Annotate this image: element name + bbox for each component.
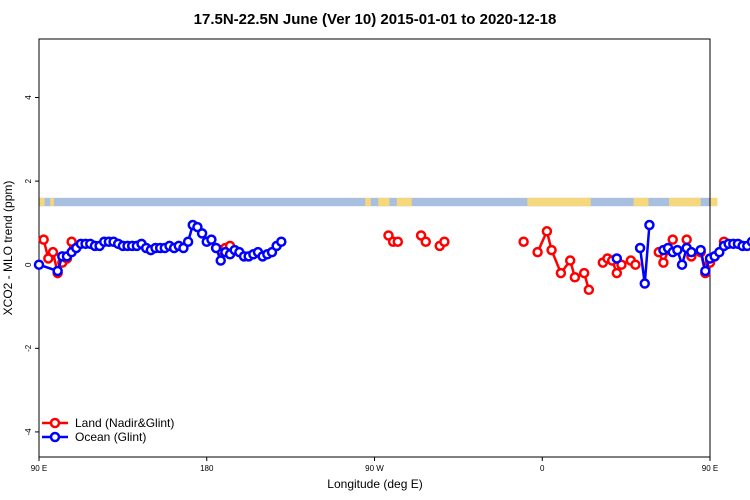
series <box>38 226 730 296</box>
data-point <box>546 244 557 256</box>
land-band-segment <box>396 197 412 207</box>
data-point <box>611 267 623 279</box>
x-tick-label: 0 <box>540 464 545 473</box>
data-point <box>541 226 553 237</box>
x-tick-label: 180 <box>200 464 214 473</box>
data-point <box>686 246 697 258</box>
data-point <box>700 265 711 277</box>
data-point <box>392 236 404 247</box>
y-tick-label: -2 <box>24 344 33 352</box>
land-band-segment <box>633 197 649 207</box>
data-point <box>38 234 49 245</box>
data-point <box>33 259 45 270</box>
data-point <box>555 267 567 279</box>
data-point <box>52 265 63 277</box>
series-line <box>536 227 591 291</box>
data-point <box>681 234 692 245</box>
land-band-segment <box>378 197 390 207</box>
legend-label: Land (Nadir&Glint) <box>75 416 174 430</box>
land-band-segment <box>39 197 45 207</box>
series-line <box>638 224 651 284</box>
x-tick-label: 90 W <box>365 464 384 473</box>
land-band-segment <box>365 197 371 207</box>
data-point <box>672 244 683 256</box>
data-point <box>206 234 217 245</box>
data-point <box>532 246 543 258</box>
data-point <box>182 236 194 247</box>
legend-marker <box>49 431 61 443</box>
data-point <box>439 236 450 247</box>
land-band-segment <box>527 197 591 207</box>
data-point <box>518 236 529 247</box>
data-point <box>630 259 641 270</box>
chart-title: 17.5N-22.5N June (Ver 10) 2015-01-01 to … <box>194 11 557 28</box>
land-band-segment <box>50 197 54 207</box>
x-axis-label: Longitude (deg E) <box>327 477 422 491</box>
series <box>33 219 750 289</box>
ocean-band <box>39 197 710 207</box>
data-point <box>215 255 226 266</box>
data-point <box>420 236 432 247</box>
y-tick-label: 0 <box>24 262 33 267</box>
legend-marker <box>49 417 61 429</box>
data-point <box>611 253 623 264</box>
data-point <box>210 242 222 254</box>
data-point <box>667 234 678 245</box>
legend: Land (Nadir&Glint)Ocean (Glint) <box>42 416 174 444</box>
data-point <box>196 228 208 239</box>
y-tick-label: 2 <box>24 178 33 183</box>
legend-label: Ocean (Glint) <box>75 430 146 444</box>
data-point <box>639 278 651 289</box>
data-point <box>695 244 706 256</box>
data-point <box>644 219 655 231</box>
series-lines <box>33 219 750 296</box>
data-point <box>569 272 581 283</box>
x-axis: 90 E 180 90 W 0 90 E <box>31 457 718 473</box>
data-point <box>634 242 646 254</box>
data-point <box>658 257 669 268</box>
x-tick-label: 90 E <box>702 464 718 473</box>
y-axis-label: XCO2 - MLO trend (ppm) <box>1 181 15 316</box>
land-band-segment <box>710 197 718 207</box>
data-point <box>578 267 590 279</box>
data-point <box>676 259 688 270</box>
land-mask-band <box>39 197 718 207</box>
data-point <box>47 246 59 258</box>
y-tick-label: -4 <box>24 428 33 436</box>
data-point <box>564 255 576 266</box>
data-point <box>583 284 595 296</box>
data-point <box>746 236 750 247</box>
land-band-segment <box>668 197 701 207</box>
y-tick-label: 4 <box>24 95 33 100</box>
x-tick-label: 90 E <box>31 464 47 473</box>
data-point <box>276 236 287 247</box>
